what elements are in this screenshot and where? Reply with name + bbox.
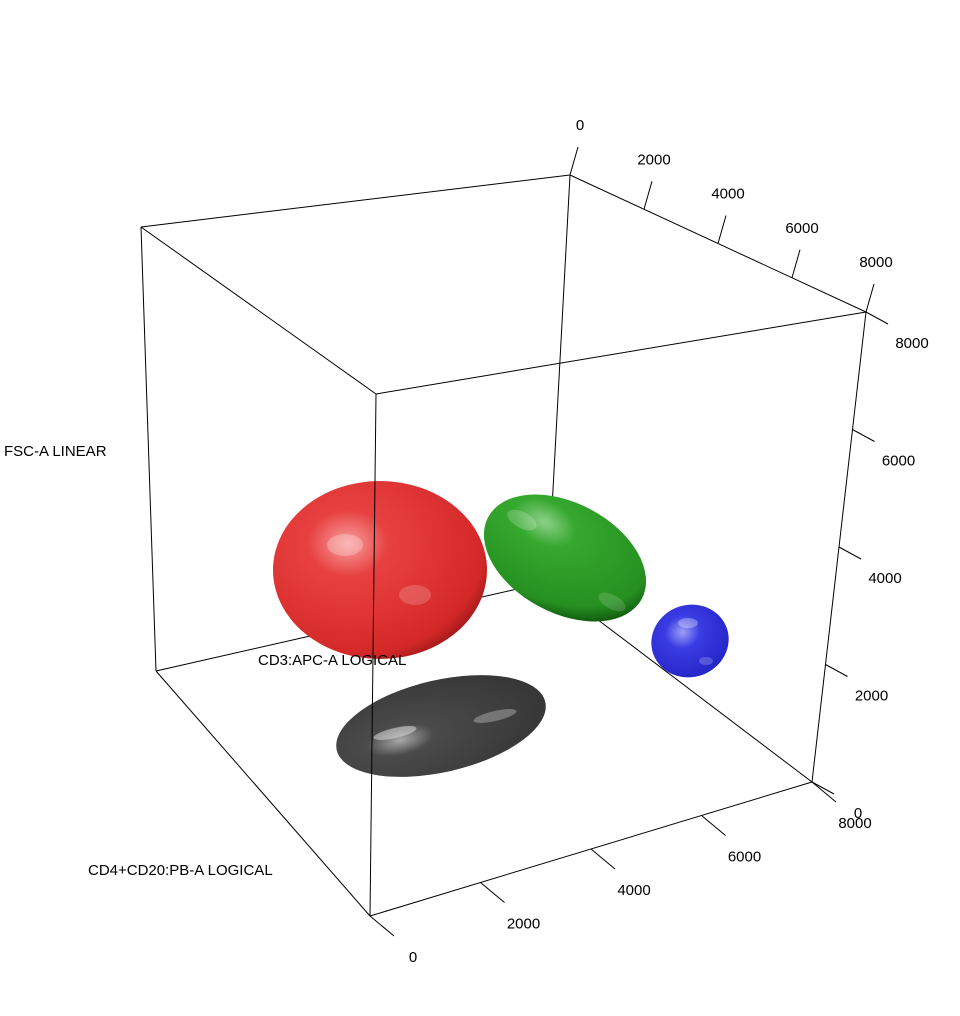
axis-y-ticks: 0 2000 4000 6000 8000 [369, 781, 872, 966]
axis-z-tick-label: 4000 [868, 570, 901, 587]
ellipsoid-green-highlight [507, 509, 537, 531]
ellipsoid-dark [336, 675, 546, 777]
ellipsoid-dark-highlight [473, 709, 517, 723]
ellipsoid-green-highlight [598, 592, 626, 612]
axis-y-tick-mark [369, 915, 395, 937]
axis-y-tick-label: 2000 [507, 916, 540, 933]
axis-z-tick-label: 8000 [895, 335, 928, 352]
axis-x-tick-mark [791, 249, 801, 278]
axis-x-tick-label: 0 [576, 117, 584, 134]
ellipsoid-blue-highlight [678, 618, 698, 628]
axis-y-title: CD4+CD20:PB-A LOGICAL [88, 862, 273, 879]
axis-z-tick-label: 2000 [855, 688, 888, 705]
axis-z-tick-label: 0 [854, 805, 862, 822]
axis-y-tick-label: 4000 [617, 882, 650, 899]
axis-y-tick-label: 8000 [838, 815, 871, 832]
axis-x-tick-label: 8000 [859, 254, 892, 271]
ellipsoid-dark-body [336, 675, 546, 777]
axis-z-title: FSC-A LINEAR [4, 443, 107, 460]
ellipsoid-blue-highlight [699, 657, 713, 665]
axis-z-tick-mark [825, 664, 848, 677]
axis-x-ticks: 0 2000 4000 6000 8000 [569, 117, 893, 313]
axis-x-tick-mark [865, 283, 875, 313]
ellipsoid-green [483, 494, 647, 622]
axis-z-tick-mark [852, 429, 875, 442]
axis-x-tick-label: 4000 [711, 186, 744, 203]
axis-y-tick-mark [811, 781, 837, 803]
ellipsoid-red [273, 481, 487, 659]
axis-x-tick-mark [643, 181, 653, 210]
axis-x-tick-mark [717, 215, 727, 244]
axis-x-tick-label: 6000 [785, 220, 818, 237]
axis-z-tick-mark [865, 311, 889, 325]
axis-y-tick-label: 0 [409, 949, 417, 966]
axis-z-tick-mark [838, 546, 862, 560]
axis-x-tick-label: 2000 [637, 151, 670, 168]
ellipsoid-dark-highlight [373, 726, 417, 740]
axis-z-tick-label: 6000 [882, 453, 915, 470]
axis-z-tick-mark [811, 781, 835, 795]
axis-y-tick-mark [480, 882, 505, 903]
axis-x-title: CD3:APC-A LOGICAL [258, 652, 406, 669]
axis-y-tick-label: 6000 [728, 849, 761, 866]
ellipsoid-red-highlight [327, 534, 363, 556]
ellipsoid-red-body [273, 481, 487, 659]
ellipsoid-blue [651, 604, 729, 678]
ellipsoid-blue-body [651, 604, 729, 678]
axis-y-tick-mark [701, 815, 726, 836]
axis-y-tick-mark [590, 848, 616, 870]
ellipsoid-red-highlight [399, 585, 431, 605]
axis-z-ticks: 0 2000 4000 6000 8000 [811, 311, 929, 822]
ellipsoid-green-body [483, 494, 647, 622]
axis-x-tick-mark [569, 146, 579, 176]
